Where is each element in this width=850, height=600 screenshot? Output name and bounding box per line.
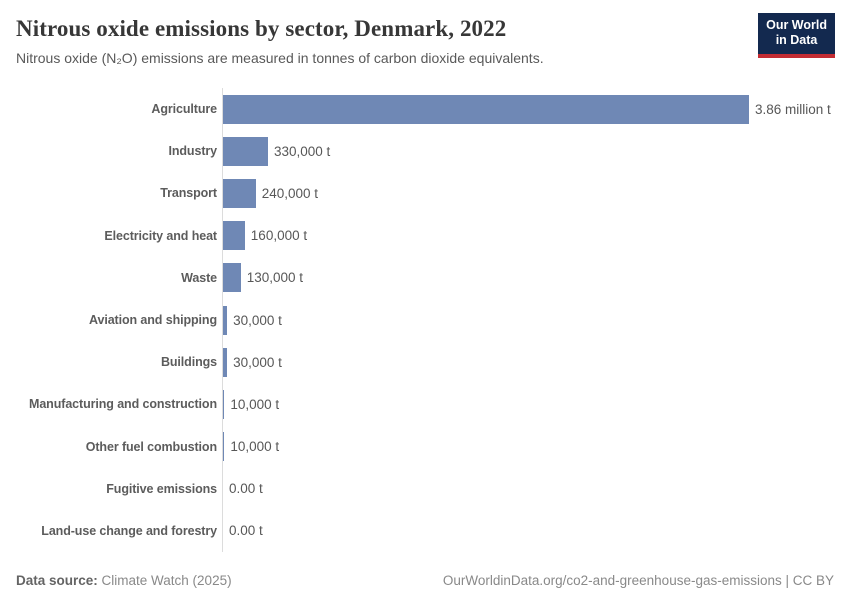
bar-category-label: Fugitive emissions	[106, 481, 217, 496]
owid-url-link[interactable]: OurWorldinData.org/co2-and-greenhouse-ga…	[442, 573, 834, 588]
bar-value-label: 330,000 t	[274, 143, 331, 159]
chart-header: Nitrous oxide emissions by sector, Denma…	[16, 16, 750, 66]
bar-value-label: 240,000 t	[261, 185, 318, 201]
bar-area: 330,000 t	[222, 130, 834, 173]
bar-category-label: Aviation and shipping	[89, 313, 217, 328]
bar[interactable]	[223, 94, 749, 124]
data-source-value: Climate Watch (2025)	[97, 573, 232, 588]
bar-row: Electricity and heat 160,000 t	[16, 214, 834, 257]
bar[interactable]	[223, 347, 228, 377]
bar-row: Land-use change and forestry 0.00 t	[16, 509, 834, 553]
data-source-label: Data source:	[16, 573, 98, 588]
bar-area: 160,000 t	[222, 214, 834, 257]
bar-value-label: 30,000 t	[233, 312, 282, 328]
bar-area: 130,000 t	[222, 256, 834, 299]
bar-area: 10,000 t	[222, 383, 834, 426]
chart-footer: Data source: Climate Watch (2025) OurWor…	[16, 573, 834, 588]
bar-category-label: Waste	[181, 270, 217, 285]
bar-value-label: 130,000 t	[246, 270, 303, 286]
bar[interactable]	[223, 432, 225, 462]
bar-area: 0.00 t	[222, 467, 834, 510]
bar[interactable]	[223, 178, 256, 208]
bar-row: Industry 330,000 t	[16, 130, 834, 173]
bar-row: Manufacturing and construction 10,000 t	[16, 383, 834, 426]
owid-logo[interactable]: Our World in Data	[758, 13, 835, 58]
bar[interactable]	[223, 136, 268, 166]
bar-value-label: 160,000 t	[250, 228, 308, 244]
bar-row: Other fuel combustion 10,000 t	[16, 425, 834, 468]
bar-row: Fugitive emissions 0.00 t	[16, 467, 834, 510]
data-source: Data source: Climate Watch (2025)	[16, 573, 232, 588]
bar-area: 30,000 t	[222, 341, 834, 384]
bar[interactable]	[223, 221, 245, 251]
bar-category-label: Other fuel combustion	[85, 439, 217, 454]
bar[interactable]	[223, 263, 241, 293]
bar-chart: Agriculture 3.86 million t Industry 330,000…	[16, 88, 834, 553]
bar-row: Buildings 30,000 t	[16, 341, 834, 384]
chart-subtitle: Nitrous oxide (N₂O) emissions are measur…	[16, 50, 544, 66]
bar-category-label: Buildings	[160, 355, 217, 370]
bar-category-label: Transport	[160, 186, 217, 201]
bar-category-label: Manufacturing and construction	[29, 397, 217, 412]
bar-value-label: 10,000 t	[230, 396, 280, 412]
chart-rows: Agriculture 3.86 million t Industry 330,000…	[16, 88, 834, 553]
bar-area: 3.86 million t	[222, 88, 834, 131]
bar-category-label: Electricity and heat	[104, 228, 217, 243]
bar[interactable]	[223, 305, 228, 335]
bar-category-label: Industry	[168, 144, 217, 159]
bar-area: 240,000 t	[222, 172, 834, 215]
bar-value-label: 10,000 t	[230, 439, 280, 455]
bar-value-label: 0.00 t	[229, 481, 263, 497]
bar-area: 30,000 t	[222, 298, 834, 342]
page-title: Nitrous oxide emissions by sector, Denma…	[16, 16, 507, 41]
owid-logo-line1: Our World	[766, 18, 827, 32]
bar-row: Waste 130,000 t	[16, 256, 834, 299]
bar-value-label: 0.00 t	[229, 523, 263, 539]
bar-row: Agriculture 3.86 million t	[16, 88, 834, 131]
bar-category-label: Agriculture	[151, 102, 217, 117]
bar-value-label: 3.86 million t	[755, 101, 831, 117]
bar-area: 0.00 t	[222, 509, 834, 553]
bar-area: 10,000 t	[222, 425, 834, 468]
bar[interactable]	[223, 389, 225, 419]
owid-logo-line2: in Data	[775, 33, 818, 48]
bar-value-label: 30,000 t	[233, 354, 282, 370]
bar-row: Transport 240,000 t	[16, 172, 834, 215]
bar-category-label: Land-use change and forestry	[41, 523, 217, 538]
bar-row: Aviation and shipping 30,000 t	[16, 298, 834, 342]
